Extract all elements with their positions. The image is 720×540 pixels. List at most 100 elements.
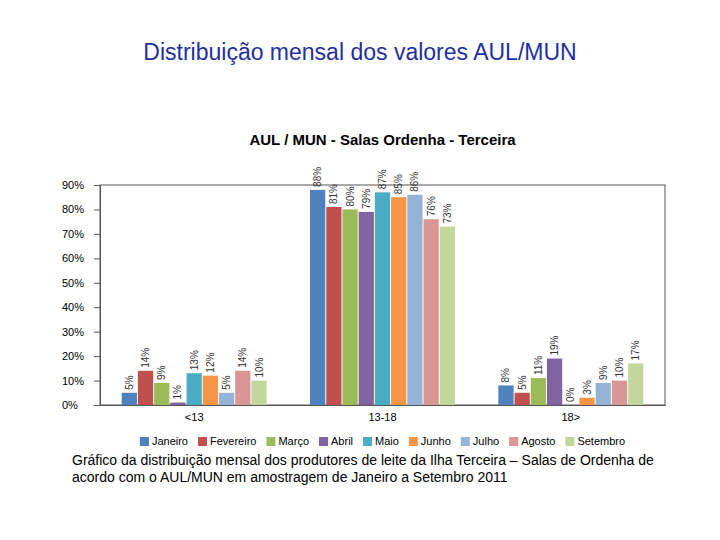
y-tick: 0% (62, 399, 100, 411)
data-label: 87% (377, 169, 388, 189)
legend-swatch (461, 437, 470, 446)
x-tick-label: <13 (185, 411, 204, 423)
y-tick: 60% (62, 252, 100, 264)
data-label: 85% (393, 174, 404, 194)
y-tick-mark (94, 258, 100, 259)
data-label: 10% (254, 357, 265, 377)
bar (424, 219, 439, 405)
data-label: 14% (237, 348, 248, 368)
legend-item: Julho (461, 435, 499, 447)
data-label: 14% (140, 348, 151, 368)
data-label: 76% (426, 196, 437, 216)
data-label: 8% (500, 368, 511, 383)
bar (612, 381, 627, 405)
x-tick: <13 (185, 405, 204, 423)
y-tick-mark (94, 234, 100, 235)
legend-label: Agosto (521, 435, 555, 447)
y-tick-mark (94, 209, 100, 210)
data-label: 12% (205, 353, 216, 373)
y-tick-label: 60% (62, 252, 84, 264)
y-tick-label: 50% (62, 277, 84, 289)
bar (375, 192, 390, 405)
legend-item: Junho (409, 435, 451, 447)
legend-swatch (198, 437, 207, 446)
x-axis-line (101, 405, 666, 406)
data-label: 9% (598, 365, 609, 380)
y-axis: 0%10%20%30%40%50%60%70%80%90% (62, 179, 101, 411)
y-tick-mark (94, 332, 100, 333)
page-title: Distribuição mensal dos valores AUL/MUN (143, 39, 576, 65)
data-label: 5% (124, 375, 135, 390)
bar (170, 403, 185, 405)
data-label: 13% (189, 350, 200, 370)
y-tick-mark (94, 381, 100, 382)
legend-item: Agosto (509, 435, 555, 447)
y-tick: 50% (62, 277, 100, 289)
y-tick-label: 90% (62, 179, 84, 191)
y-tick: 80% (62, 203, 100, 215)
x-tick-label: 13-18 (368, 411, 396, 423)
x-tick-label: 18> (561, 411, 580, 423)
data-label: 79% (361, 189, 372, 209)
bar (251, 381, 266, 405)
legend-label: Março (278, 435, 309, 447)
bar (498, 385, 513, 405)
x-tick: 13-18 (368, 405, 396, 423)
legend-item: Janeiro (140, 435, 188, 447)
y-tick-label: 80% (62, 203, 84, 215)
bar (219, 393, 234, 405)
legend-item: Setembro (565, 435, 625, 447)
bar (596, 383, 611, 405)
plot-frame (100, 185, 665, 405)
legend-swatch (409, 437, 418, 446)
legend-label: Fevereiro (210, 435, 256, 447)
y-tick: 40% (62, 301, 100, 313)
legend-label: Janeiro (152, 435, 188, 447)
y-tick-label: 30% (62, 326, 84, 338)
bar (440, 227, 455, 405)
y-tick-label: 0% (62, 399, 78, 411)
data-label: 88% (312, 167, 323, 187)
bar (407, 195, 422, 405)
bar (359, 212, 374, 405)
bar (122, 393, 137, 405)
chart-title: AUL / MUN - Salas Ordenha - Terceira (249, 131, 516, 148)
y-axis-line (100, 186, 101, 406)
y-tick-label: 20% (62, 350, 84, 362)
legend-label: Julho (473, 435, 499, 447)
bars (122, 190, 644, 405)
data-label: 0% (565, 387, 576, 402)
data-label: 11% (533, 356, 544, 375)
plot: 0%10%20%30%40%50%60%70%80%90%<1313-1818>… (62, 167, 666, 423)
caption: Gráfico da distribuição mensal dos produ… (72, 452, 672, 486)
data-label: 3% (582, 380, 593, 395)
legend-label: Junho (421, 435, 451, 447)
legend-swatch (140, 437, 149, 446)
data-label: 9% (156, 365, 167, 380)
legend-item: Março (266, 435, 309, 447)
y-tick: 20% (62, 350, 100, 362)
bar (628, 363, 643, 405)
y-tick-mark (94, 307, 100, 308)
data-label: 81% (328, 184, 339, 204)
legend-swatch (319, 437, 328, 446)
data-label: 5% (517, 375, 528, 390)
bar (138, 371, 153, 405)
data-label: 86% (409, 172, 420, 192)
y-tick: 90% (62, 179, 100, 191)
legend-swatch (266, 437, 275, 446)
bar (531, 378, 546, 405)
bar (547, 359, 562, 405)
y-tick-mark (94, 185, 100, 186)
bar (203, 376, 218, 405)
legend-label: Maio (375, 435, 399, 447)
y-tick-mark (94, 283, 100, 284)
data-label: 17% (630, 340, 641, 360)
bar (579, 398, 594, 405)
y-tick-mark (94, 405, 100, 406)
bar (187, 373, 202, 405)
legend-item: Abril (319, 435, 353, 447)
x-axis: <13 13-18 18> (101, 405, 666, 423)
bar (235, 371, 250, 405)
bar (326, 207, 341, 405)
